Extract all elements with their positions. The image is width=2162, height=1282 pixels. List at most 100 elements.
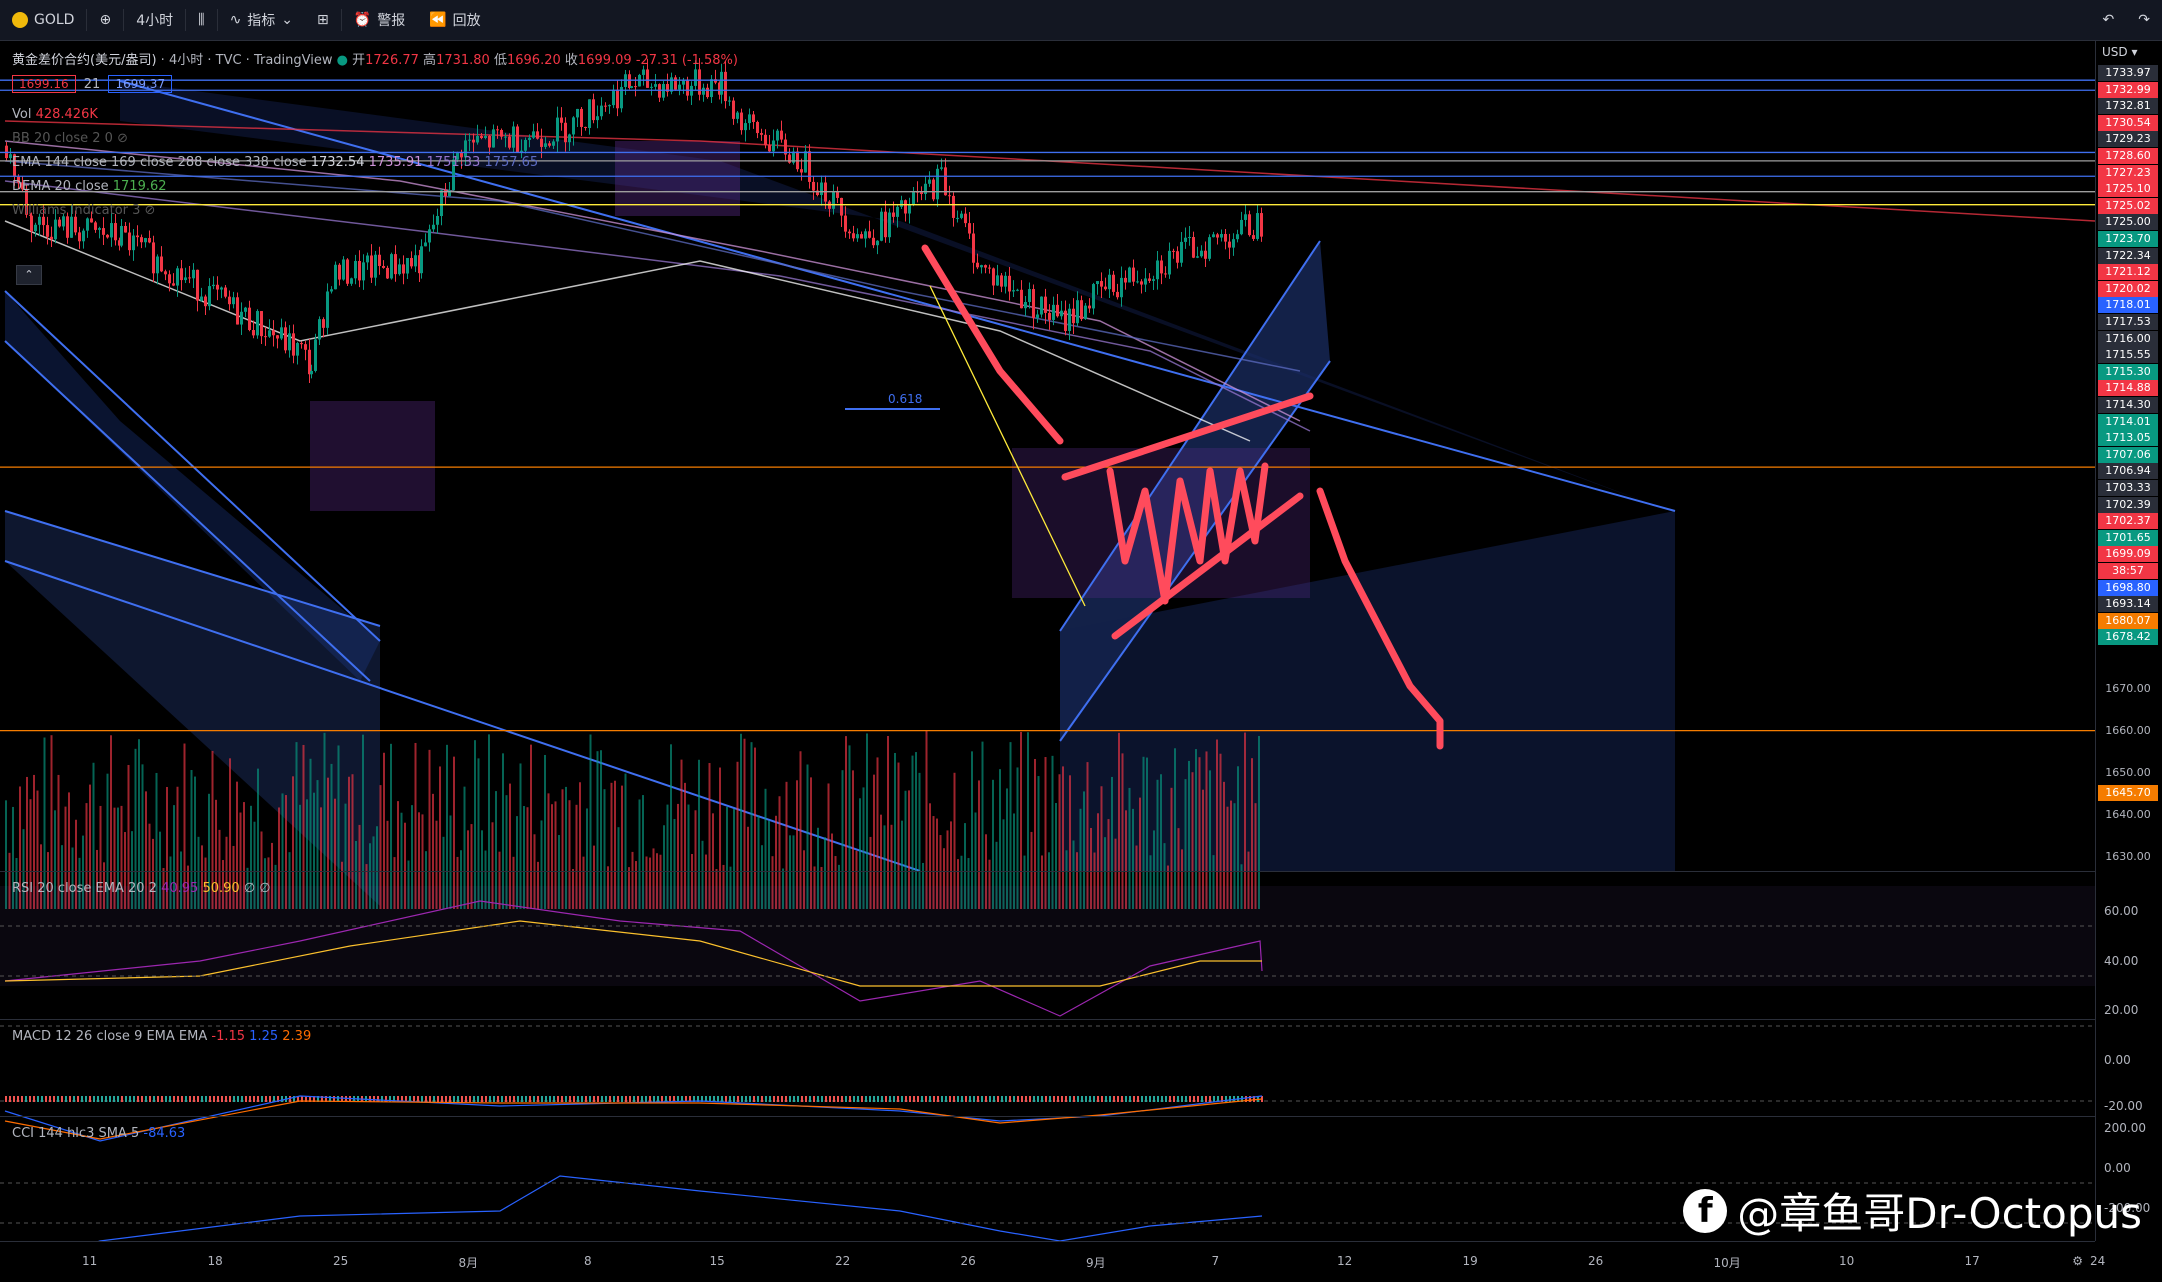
macd-histogram-bar <box>469 1096 471 1102</box>
interval-selector[interactable]: 4小时 <box>124 0 185 40</box>
macd-histogram-bar <box>873 1096 875 1102</box>
volume-bar <box>649 857 651 909</box>
volume-bar <box>1037 776 1040 909</box>
volume-bar <box>117 807 119 909</box>
legend-ema[interactable]: EMA 144 close 169 close 288 close 338 cl… <box>12 155 538 170</box>
volume-bar <box>561 789 564 909</box>
time-tick-label: 24 <box>2090 1254 2106 1268</box>
legend-dema[interactable]: DEMA 20 close 1719.62 <box>12 179 167 194</box>
candle-body <box>1004 275 1007 287</box>
currency-label: USD <box>2102 45 2128 59</box>
candle-body <box>1112 274 1115 292</box>
volume-bar <box>852 770 854 909</box>
currency-selector[interactable]: USD ▾ <box>2102 45 2138 59</box>
buy-button[interactable]: 1699.37 <box>108 75 173 93</box>
toolbar-divider <box>185 9 187 31</box>
indicators-button[interactable]: ∿ 指标 ⌄ <box>218 0 305 40</box>
hidden-eye-icon[interactable]: ⊘ <box>117 131 128 146</box>
legend-williams[interactable]: Williams Indicator 3 ⊘ <box>12 203 155 218</box>
channel-shape <box>1060 511 1675 871</box>
legend-cci[interactable]: CCI 144 hlc3 SMA 5 -84.63 <box>12 1126 185 1141</box>
legend-vol[interactable]: Vol 428.426K <box>12 107 98 122</box>
legend-bb[interactable]: BB 20 close 2 0 ⊘ <box>12 131 128 146</box>
candle-body <box>544 143 547 147</box>
pane-divider[interactable] <box>0 1019 2095 1020</box>
toolbar-divider <box>86 9 88 31</box>
macd-histogram-bar <box>985 1096 987 1102</box>
candle-body <box>9 154 12 159</box>
collapse-legend-button[interactable]: ⌃ <box>16 265 42 285</box>
macd-histogram-bar <box>1037 1096 1039 1102</box>
candle-body <box>678 84 681 90</box>
candle-body <box>1136 281 1139 283</box>
volume-bar <box>855 850 858 909</box>
volume-bar <box>488 734 490 909</box>
candle-body <box>1040 296 1043 315</box>
candle-body <box>932 179 935 200</box>
candle-body <box>436 216 439 225</box>
indicator-tick-label: 20.00 <box>2104 1003 2139 1017</box>
templates-button[interactable]: ⊞ <box>305 0 341 40</box>
volume-bar <box>162 868 165 909</box>
volume-bar <box>971 751 973 909</box>
volume-bar <box>85 803 88 909</box>
symbol-selector[interactable]: GOLD <box>0 0 86 40</box>
time-tick-label: 22 <box>835 1254 851 1268</box>
time-axis[interactable]: ⚙ 11 18 25 8月 8 15 22 26 9月 7 12 19 26 10月 10 17 24 <box>0 1241 2105 1282</box>
macd-histogram-bar <box>705 1096 707 1102</box>
volume-bar <box>519 763 522 909</box>
volume-bar <box>978 780 980 909</box>
macd-histogram-bar <box>521 1096 523 1102</box>
candle-body <box>358 261 361 281</box>
macd-histogram-bar <box>901 1096 903 1102</box>
volume-bar <box>642 795 644 909</box>
volume-bar <box>64 806 67 909</box>
time-tick-label: 10月 <box>1713 1256 1741 1270</box>
sell-button[interactable]: 1699.16 <box>12 75 76 93</box>
pane-divider[interactable] <box>0 1116 2095 1117</box>
chart-area[interactable]: 0.618 黄金差价合约(美元/盎司) · 4小时 · TVC · Tradin… <box>0 41 2096 1272</box>
price-chart-canvas[interactable]: 0.618 <box>0 41 2096 1272</box>
macd-histogram-bar <box>161 1096 163 1102</box>
hidden-eye-icon[interactable]: ⊘ <box>144 203 156 218</box>
redo-button[interactable]: ↷ <box>2126 0 2162 40</box>
add-symbol-button[interactable]: ⊕ <box>87 0 123 40</box>
macd-histogram-bar <box>309 1096 311 1102</box>
candle-body <box>760 133 763 135</box>
price-axis[interactable]: USD ▾ 1733.97 1732.99 1732.81 1730.54 1729.2… <box>2095 41 2162 1241</box>
volume-bar <box>407 860 410 909</box>
moving-average-line <box>4 180 1311 432</box>
volume-bar <box>736 761 739 909</box>
volume-bar <box>68 792 70 909</box>
candle-body <box>448 190 451 197</box>
legend-macd[interactable]: MACD 12 26 close 9 EMA EMA -1.15 1.25 2.… <box>12 1029 311 1044</box>
candle-body <box>1000 275 1003 287</box>
volume-bar <box>834 856 837 909</box>
candle-body <box>204 296 207 307</box>
volume-bar <box>614 780 616 909</box>
volume-bar <box>537 861 539 909</box>
volume-bar <box>1121 753 1124 909</box>
macd-histogram-bar <box>661 1096 663 1102</box>
macd-histogram-bar <box>21 1096 23 1102</box>
undo-button[interactable]: ↶ <box>2091 0 2127 40</box>
macd-histogram-bar <box>697 1096 699 1102</box>
cci-name: CCI 144 hlc3 SMA 5 <box>12 1126 140 1141</box>
macd-histogram-bar <box>1173 1096 1175 1102</box>
settings-gear-icon[interactable]: ⚙ <box>2072 1254 2083 1268</box>
volume-bar <box>1160 774 1162 909</box>
chart-type-button[interactable]: ⫼ <box>186 0 216 40</box>
alert-button[interactable]: ⏰ 警报 <box>342 0 417 40</box>
candle-body <box>1092 284 1095 309</box>
pane-divider[interactable] <box>0 871 2095 872</box>
candle-body <box>776 130 779 141</box>
replay-button[interactable]: ⏪ 回放 <box>417 0 492 40</box>
volume-bar <box>12 806 14 909</box>
candle-body <box>980 265 983 268</box>
candle-body <box>212 284 215 287</box>
macd-histogram-bar <box>125 1096 127 1102</box>
legend-rsi[interactable]: RSI 20 close EMA 20 2 40.95 50.90 ∅ ∅ <box>12 881 271 896</box>
volume-bar <box>589 734 592 909</box>
channel-shape <box>1060 241 1330 741</box>
price-tag: 1698.80 <box>2098 579 2158 596</box>
